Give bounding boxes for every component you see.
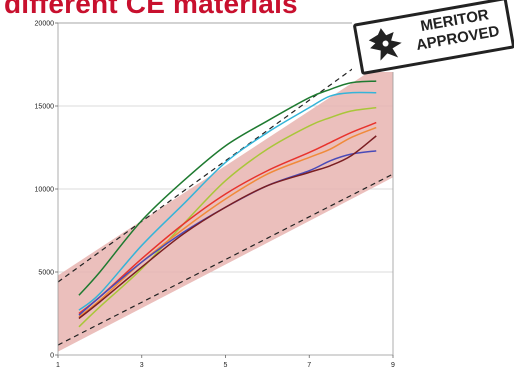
x-tick-label: 1 — [56, 362, 60, 369]
chart-title: different CE materials — [4, 0, 298, 19]
series-line-1 — [78, 80, 377, 296]
series-line-5 — [78, 126, 377, 318]
x-tick-label: 7 — [307, 362, 311, 369]
series-line-7 — [78, 135, 377, 320]
x-tick-label: 9 — [391, 362, 395, 369]
series-line-4 — [78, 121, 377, 315]
approval-stamp: MERITOR APPROVED — [352, 0, 514, 76]
dashed-limit-line — [58, 39, 393, 283]
y-tick-label: 15000 — [35, 104, 55, 111]
stamp-badge: MERITOR APPROVED — [352, 0, 514, 76]
x-tick-label: 5 — [224, 362, 228, 369]
bulldog-logo-icon — [368, 28, 402, 61]
series-line-2 — [78, 91, 377, 311]
series-line-3 — [78, 106, 377, 328]
x-tick-label: 3 — [140, 362, 144, 369]
y-tick-label: 5000 — [38, 270, 54, 277]
tolerance-band — [58, 56, 393, 352]
y-tick-label: 10000 — [35, 187, 55, 194]
y-tick-label: 20000 — [35, 21, 55, 28]
y-tick-label: 0 — [50, 353, 54, 360]
